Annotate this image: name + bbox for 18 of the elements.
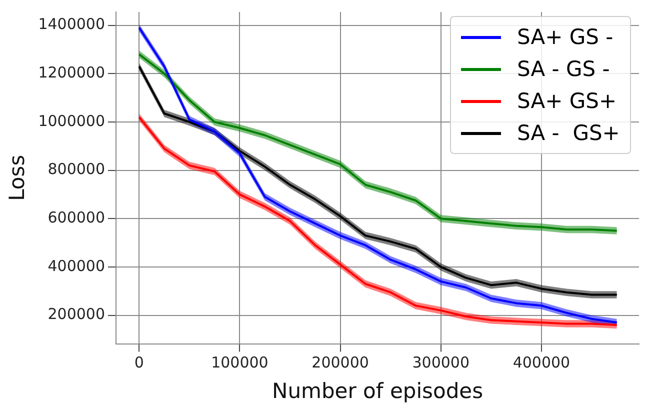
x-tick-label: 400000 bbox=[512, 354, 570, 372]
y-tick-label: 800000 bbox=[48, 160, 106, 178]
y-tick-label: 1000000 bbox=[38, 112, 106, 130]
y-tick-label: 1200000 bbox=[38, 64, 106, 82]
x-tick-label: 0 bbox=[134, 354, 144, 372]
legend-label: SA - GS - bbox=[516, 56, 611, 83]
y-tick-label: 400000 bbox=[48, 256, 106, 275]
y-tick-label: 200000 bbox=[48, 305, 106, 324]
x-tick-label: 200000 bbox=[312, 354, 369, 372]
legend-label: SA - GS+ bbox=[516, 120, 620, 147]
x-axis-title: Number of episodes bbox=[272, 378, 484, 403]
y-axis-title: Loss bbox=[5, 154, 30, 201]
y-tick-label: 600000 bbox=[48, 208, 106, 227]
x-tick-label: 100000 bbox=[211, 354, 268, 372]
x-tick-label: 300000 bbox=[412, 354, 470, 372]
y-tick-label: 1400000 bbox=[38, 15, 106, 34]
legend-label: SA+ GS+ bbox=[516, 88, 618, 115]
legend-label: SA+ GS - bbox=[516, 24, 614, 51]
